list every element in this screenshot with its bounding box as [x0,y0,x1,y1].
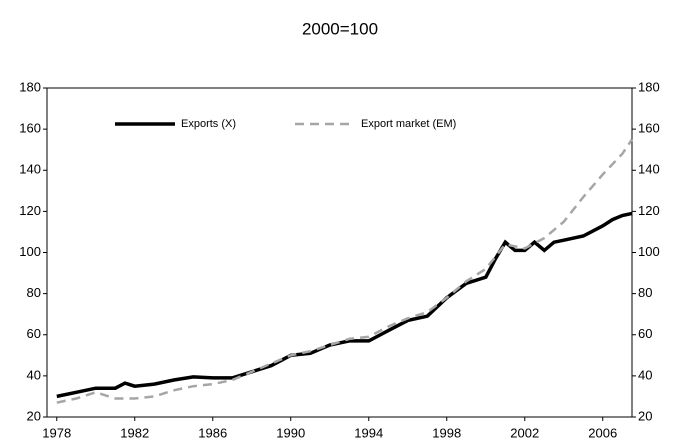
legend-label: Exports (X) [181,118,236,130]
y2-tick-label: 60 [638,326,652,341]
y-tick-label: 40 [27,367,41,382]
y-tick-label: 180 [19,79,41,94]
y2-tick-label: 80 [638,285,652,300]
x-tick-label: 1990 [276,425,305,440]
chart-title: 2000=100 [302,19,378,38]
y-tick-label: 80 [27,285,41,300]
y2-tick-label: 180 [638,79,660,94]
y-tick-label: 140 [19,162,41,177]
y2-tick-label: 160 [638,121,660,136]
y-tick-label: 60 [27,326,41,341]
y-tick-label: 120 [19,203,41,218]
legend-label: Export market (EM) [361,118,456,130]
y2-tick-label: 20 [638,408,652,423]
y-tick-label: 160 [19,121,41,136]
y2-tick-label: 140 [638,162,660,177]
y2-tick-label: 120 [638,203,660,218]
y-tick-label: 100 [19,244,41,259]
y2-tick-label: 100 [638,244,660,259]
x-tick-label: 2002 [510,425,539,440]
y-tick-label: 20 [27,408,41,423]
x-tick-label: 1998 [432,425,461,440]
x-tick-label: 1994 [354,425,383,440]
y2-tick-label: 40 [638,367,652,382]
x-tick-label: 1982 [120,425,149,440]
x-tick-label: 1978 [42,425,71,440]
series-line [56,211,633,399]
series-line [56,138,634,404]
x-tick-label: 1986 [198,425,227,440]
x-tick-label: 2006 [588,425,617,440]
